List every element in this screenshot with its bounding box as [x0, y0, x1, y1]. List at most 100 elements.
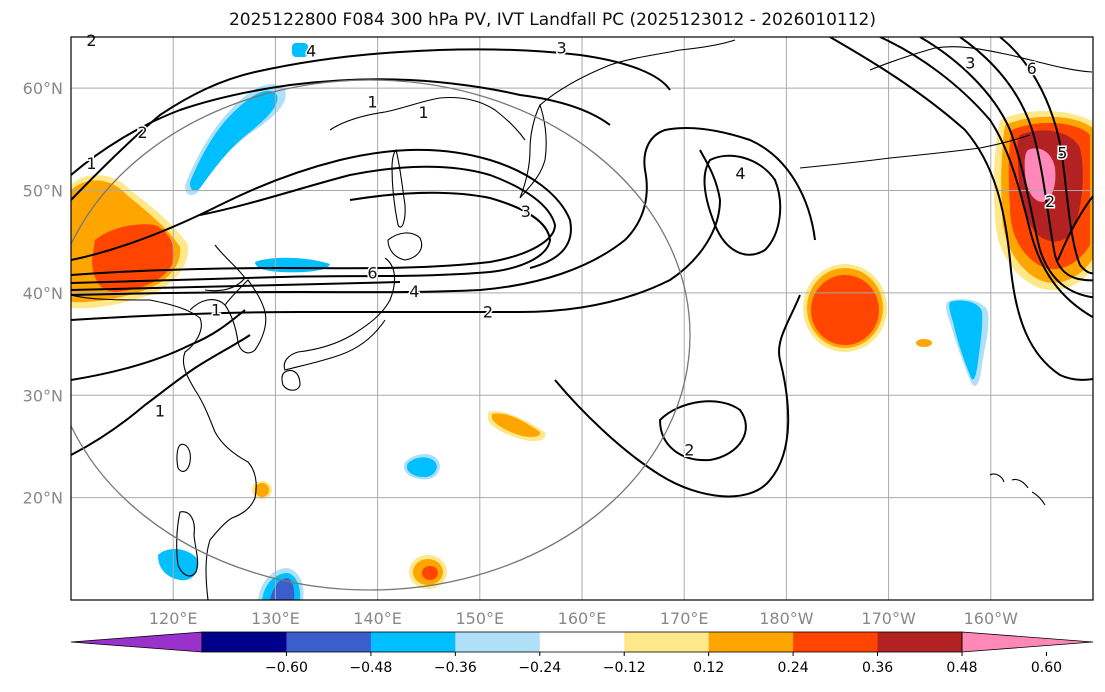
contour-label: 2 — [137, 123, 147, 142]
shade-ne-pink — [1024, 148, 1056, 202]
lon-tick-label: 160°E — [558, 609, 607, 628]
coast-taiwan — [176, 443, 191, 472]
lon-tick-label: 170°W — [861, 609, 916, 628]
pv-contours — [71, 37, 1093, 498]
lat-tick-label: 50°N — [23, 182, 63, 201]
contour-4-ne-b — [919, 37, 1093, 299]
colorbar-tick-label: −0.48 — [349, 660, 392, 676]
colorbar-segment — [624, 632, 710, 652]
colorbar-tick-label: −0.60 — [265, 660, 308, 676]
colorbar-segment — [370, 632, 456, 652]
shade-neg-manchuria — [189, 90, 278, 191]
contour-label: 2 — [86, 31, 96, 50]
contour-label: 1 — [155, 402, 165, 421]
colorbar-segment — [793, 632, 879, 652]
colorbar-frame — [201, 631, 963, 653]
colorbar-tick-label: 0.48 — [946, 660, 977, 676]
shade-neg-japan-sea — [255, 257, 330, 273]
lat-tick-label: 60°N — [23, 79, 63, 98]
shade-neg-165w-blue — [949, 300, 983, 380]
contour-2-inner — [658, 400, 747, 462]
colorbar-tick-label: −0.36 — [434, 660, 477, 676]
contour-1-south — [71, 334, 251, 456]
lat-tick-label: 20°N — [23, 489, 63, 508]
coast-luzon — [176, 511, 199, 577]
coast-kamchatka — [519, 103, 547, 199]
plot-frame — [70, 36, 1094, 601]
shade-patch-175w — [916, 339, 932, 347]
contour-label: 2 — [483, 302, 493, 321]
lat-tick-label: 40°N — [23, 284, 63, 303]
shade-neg-south-dark — [270, 578, 295, 600]
contour-label: 6 — [367, 263, 377, 282]
lon-tick-label: 180°W — [759, 609, 814, 628]
contour-label: 3 — [556, 38, 566, 57]
shade-patch-s-red — [422, 566, 438, 580]
lat-tick-label: 30°N — [23, 386, 63, 405]
coast-yellow-sea — [189, 299, 226, 311]
contour-6-jet — [71, 281, 401, 291]
contour-2-ne-e — [829, 37, 1093, 381]
colorbar — [70, 631, 1094, 653]
contour-label: 4 — [409, 282, 419, 301]
contour-5-ne-c — [959, 37, 1093, 282]
coast-okhotsk — [329, 96, 526, 141]
colorbar-tick-labels: −0.60 −0.48 −0.36 −0.24 −0.12 0.12 0.24 0.36 0.4… — [265, 652, 1062, 676]
shading-layer — [71, 43, 1093, 600]
contour-3-long — [71, 127, 816, 296]
shade-mid-red — [811, 275, 879, 345]
contour-3-ne-a — [879, 37, 1093, 319]
contour-label: 1 — [367, 93, 377, 112]
colorbar-segment — [708, 632, 794, 652]
shade-patch-20n-or — [255, 483, 269, 497]
contour-label: 2 — [684, 441, 694, 460]
contour-label: 1 — [211, 300, 221, 319]
coast-japan-honshu — [283, 257, 396, 371]
contour-3-jet — [71, 148, 572, 269]
shade-neg-top — [292, 43, 308, 57]
contour-2-mid — [71, 149, 722, 321]
lon-tick-label: 150°E — [455, 609, 504, 628]
contour-6-ne-d — [999, 37, 1093, 275]
coast-asia-mainland — [71, 294, 257, 600]
lon-tick-label: 140°E — [353, 609, 402, 628]
colorbar-tick-label: 0.12 — [693, 660, 724, 676]
lon-tick-label: 160°W — [964, 609, 1019, 628]
colorbar-tick-label: 0.60 — [1031, 660, 1062, 676]
contour-label: 1 — [418, 103, 428, 122]
lon-tick-label: 120°E — [149, 609, 198, 628]
colorbar-tick-label: 0.36 — [862, 660, 893, 676]
contour-label: 2 — [1045, 192, 1055, 211]
latitude-tick-labels: 20°N 30°N 40°N 50°N 60°N — [23, 79, 63, 507]
longitude-tick-labels: 120°E 130°E 140°E 150°E 160°E 170°E 180°W 170°W… — [149, 609, 1018, 628]
contour-2-ring — [554, 294, 801, 498]
coast-hawaii — [989, 473, 1046, 506]
contour-labels: 2 4 3 3 6 1 1 2 1 4 5 3 2 6 4 1 2 1 2 — [85, 30, 1069, 461]
coast-sakhalin — [391, 148, 406, 228]
contour-4-jet — [71, 165, 557, 276]
contour-4-cutoff — [703, 154, 782, 256]
chart-title: 2025122800 F084 300 hPa PV, IVT Landfall… — [228, 10, 876, 30]
colorbar-segment — [202, 632, 287, 652]
contour-label: 6 — [1027, 59, 1037, 78]
coast-korea — [224, 279, 267, 354]
contour-5-jet — [71, 191, 552, 284]
colorbar-segment — [455, 632, 541, 652]
shade-patch-28n-or — [492, 413, 541, 437]
contour-label: 3 — [521, 202, 531, 221]
colorbar-segment — [539, 632, 625, 652]
colorbar-tick-label: 0.24 — [778, 660, 809, 676]
contour-1-north — [71, 78, 611, 176]
colorbar-tick-label: −0.12 — [603, 660, 646, 676]
contour-2-north — [71, 48, 671, 201]
contour-1-ne-f — [1057, 194, 1093, 261]
coast-kyushu — [281, 369, 301, 391]
shade-neg-22n-b — [406, 457, 437, 478]
contour-label: 4 — [306, 41, 316, 60]
colorbar-segment — [877, 632, 963, 652]
coast-alaska — [869, 46, 1093, 73]
lon-tick-label: 130°E — [251, 609, 300, 628]
contour-label: 1 — [86, 154, 96, 173]
colorbar-segment — [286, 632, 372, 652]
